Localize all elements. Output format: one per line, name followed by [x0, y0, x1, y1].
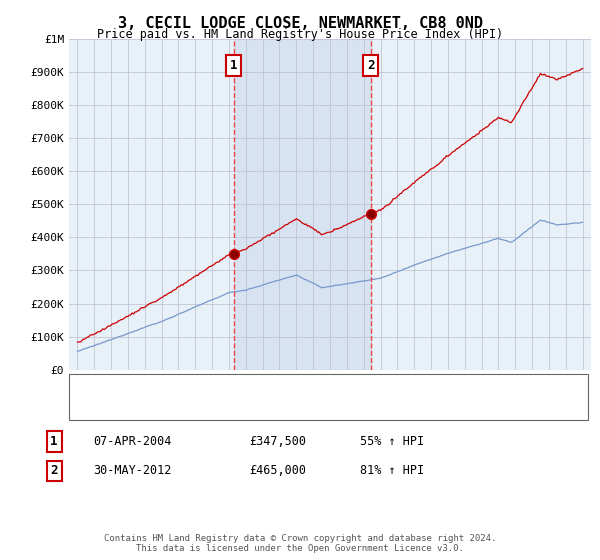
Text: £465,000: £465,000: [249, 464, 306, 478]
Text: Price paid vs. HM Land Registry's House Price Index (HPI): Price paid vs. HM Land Registry's House …: [97, 28, 503, 41]
Text: 1: 1: [230, 59, 237, 72]
Text: £347,500: £347,500: [249, 435, 306, 448]
Text: —— HPI: Average price, detached house, West Suffolk: —— HPI: Average price, detached house, W…: [80, 402, 379, 412]
Text: 2: 2: [367, 59, 374, 72]
Bar: [233, 39, 371, 370]
Text: Contains HM Land Registry data © Crown copyright and database right 2024.
This d: Contains HM Land Registry data © Crown c…: [104, 534, 496, 553]
Text: 81% ↑ HPI: 81% ↑ HPI: [360, 464, 424, 478]
Text: —— 3, CECIL LODGE CLOSE, NEWMARKET, CB8 0ND (detached house): —— 3, CECIL LODGE CLOSE, NEWMARKET, CB8 …: [80, 382, 432, 392]
Text: 2: 2: [50, 464, 58, 478]
Text: 30-MAY-2012: 30-MAY-2012: [93, 464, 172, 478]
Text: 1: 1: [50, 435, 58, 448]
Text: 3, CECIL LODGE CLOSE, NEWMARKET, CB8 0ND: 3, CECIL LODGE CLOSE, NEWMARKET, CB8 0ND: [118, 16, 482, 31]
Text: 07-APR-2004: 07-APR-2004: [93, 435, 172, 448]
Text: 55% ↑ HPI: 55% ↑ HPI: [360, 435, 424, 448]
